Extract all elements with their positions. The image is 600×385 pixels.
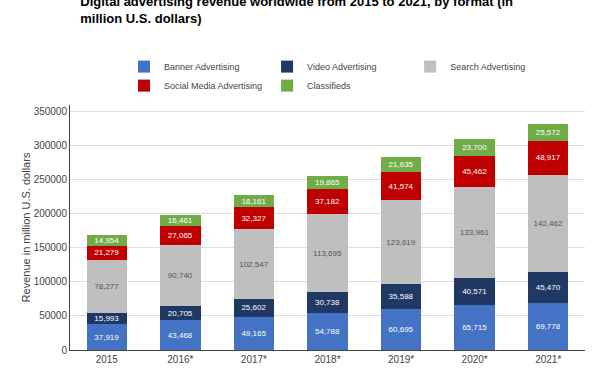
svg-text:0: 0	[61, 345, 67, 356]
svg-text:35,588: 35,588	[389, 292, 414, 301]
svg-text:27,065: 27,065	[168, 231, 193, 240]
svg-text:113,695: 113,695	[313, 249, 342, 258]
svg-text:102,547: 102,547	[239, 260, 268, 269]
svg-text:123,619: 123,619	[386, 238, 415, 247]
svg-text:2020*: 2020*	[462, 354, 488, 365]
svg-text:20,705: 20,705	[168, 309, 193, 318]
svg-text:15,993: 15,993	[94, 314, 119, 323]
svg-text:45,470: 45,470	[536, 283, 561, 292]
svg-text:250000: 250000	[34, 174, 68, 185]
svg-text:48,917: 48,917	[536, 153, 561, 162]
svg-text:43,468: 43,468	[168, 331, 193, 340]
svg-text:49,165: 49,165	[241, 329, 266, 338]
svg-text:65,715: 65,715	[462, 323, 487, 332]
svg-text:32,327: 32,327	[241, 214, 266, 223]
svg-text:23,700: 23,700	[462, 143, 487, 152]
svg-text:350000: 350000	[34, 106, 68, 117]
svg-text:14,954: 14,954	[94, 236, 119, 245]
svg-text:Search Advertising: Search Advertising	[450, 62, 525, 72]
svg-text:41,574: 41,574	[389, 182, 414, 191]
svg-text:133,961: 133,961	[460, 228, 489, 237]
svg-text:2021*: 2021*	[535, 354, 561, 365]
svg-text:30,738: 30,738	[315, 298, 340, 307]
svg-text:18,161: 18,161	[241, 197, 266, 206]
svg-text:2018*: 2018*	[314, 354, 340, 365]
svg-text:Banner Advertising: Banner Advertising	[164, 62, 240, 72]
svg-text:78,277: 78,277	[94, 282, 119, 291]
svg-text:60,695: 60,695	[389, 325, 414, 334]
svg-text:2017*: 2017*	[241, 354, 267, 365]
svg-text:100000: 100000	[34, 276, 68, 287]
svg-text:21,635: 21,635	[389, 160, 414, 169]
svg-text:Video Advertising: Video Advertising	[307, 62, 376, 72]
svg-text:19,865: 19,865	[315, 178, 340, 187]
svg-text:Classifieds: Classifieds	[307, 81, 351, 91]
svg-text:37,919: 37,919	[94, 333, 119, 342]
svg-text:2015: 2015	[96, 354, 119, 365]
svg-text:150000: 150000	[34, 242, 68, 253]
svg-text:142,462: 142,462	[533, 219, 562, 228]
svg-text:25,572: 25,572	[536, 128, 561, 137]
svg-text:45,462: 45,462	[462, 167, 487, 176]
svg-text:Revenue in million U.S. dollar: Revenue in million U.S. dollars	[20, 152, 32, 302]
svg-text:25,602: 25,602	[241, 303, 266, 312]
svg-text:Digital advertising revenue wo: Digital advertising revenue worldwide fr…	[80, 0, 513, 26]
svg-text:16,461: 16,461	[168, 216, 193, 225]
svg-text:50000: 50000	[39, 310, 67, 321]
svg-text:37,182: 37,182	[315, 197, 340, 206]
svg-text:200000: 200000	[34, 208, 68, 219]
svg-text:Social Media Advertising: Social Media Advertising	[164, 81, 262, 91]
svg-text:90,740: 90,740	[168, 271, 193, 280]
svg-text:40,571: 40,571	[462, 287, 487, 296]
svg-text:21,279: 21,279	[94, 248, 119, 257]
svg-text:2016*: 2016*	[167, 354, 193, 365]
svg-text:300000: 300000	[34, 140, 68, 151]
svg-text:2019*: 2019*	[388, 354, 414, 365]
svg-text:69,778: 69,778	[536, 322, 561, 331]
svg-text:54,788: 54,788	[315, 327, 340, 336]
